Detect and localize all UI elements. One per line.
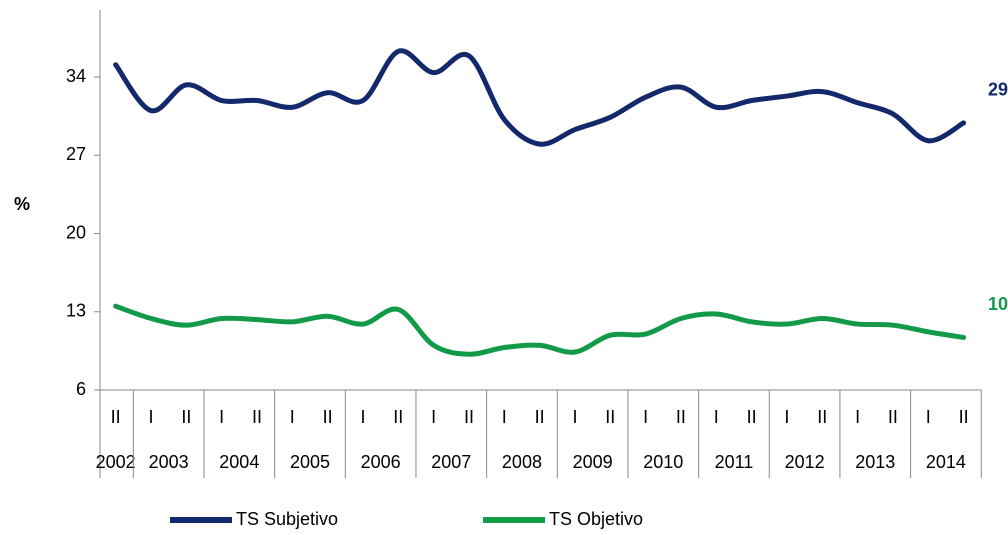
x-tick-label: I <box>502 407 507 427</box>
x-tick-label: I <box>643 407 648 427</box>
x-group-label: 2012 <box>785 452 825 472</box>
x-tick-label: II <box>959 407 969 427</box>
legend-label: TS Subjetivo <box>236 509 338 529</box>
y-axis-label: % <box>14 194 30 214</box>
x-tick-label: II <box>888 407 898 427</box>
x-tick-label: I <box>855 407 860 427</box>
x-tick-label: II <box>535 407 545 427</box>
x-tick-label: II <box>464 407 474 427</box>
x-group-label: 2002 <box>96 452 136 472</box>
x-tick-label: I <box>290 407 295 427</box>
x-group-label: 2011 <box>715 452 754 472</box>
x-tick-label: I <box>926 407 931 427</box>
x-tick-label: I <box>431 407 436 427</box>
x-group-label: 2010 <box>643 452 683 472</box>
x-tick-label: II <box>181 407 191 427</box>
x-tick-label: II <box>676 407 686 427</box>
x-tick-label: I <box>148 407 153 427</box>
y-tick-label: 13 <box>66 301 86 321</box>
x-group-label: 2003 <box>149 452 189 472</box>
x-tick-label: I <box>360 407 365 427</box>
x-tick-label: II <box>393 407 403 427</box>
x-group-label: 2014 <box>926 452 966 472</box>
x-group-label: 2009 <box>573 452 613 472</box>
x-tick-label: II <box>111 407 121 427</box>
x-tick-label: II <box>323 407 333 427</box>
y-tick-label: 27 <box>66 144 86 164</box>
line <box>113 48 967 147</box>
x-tick-label: I <box>714 407 719 427</box>
x-group-label: 2005 <box>290 452 330 472</box>
x-group-label: 2004 <box>219 452 259 472</box>
x-tick-label: I <box>784 407 789 427</box>
y-tick-label: 34 <box>66 66 86 86</box>
x-tick-label: I <box>219 407 224 427</box>
x-group-label: 2006 <box>361 452 401 472</box>
line <box>113 303 967 357</box>
data-label: 10,7 <box>988 294 1008 314</box>
data-label: 29,9 <box>988 80 1008 100</box>
x-group-label: 2007 <box>431 452 471 472</box>
x-tick-label: II <box>605 407 615 427</box>
x-tick-label: I <box>572 407 577 427</box>
legend-label: TS Objetivo <box>549 509 643 529</box>
x-group-label: 2013 <box>855 452 895 472</box>
y-tick-label: 20 <box>66 222 86 242</box>
x-tick-label: II <box>817 407 827 427</box>
x-tick-label: II <box>747 407 757 427</box>
x-tick-label: II <box>252 407 262 427</box>
y-tick-label: 6 <box>76 379 86 399</box>
x-group-label: 2008 <box>502 452 542 472</box>
